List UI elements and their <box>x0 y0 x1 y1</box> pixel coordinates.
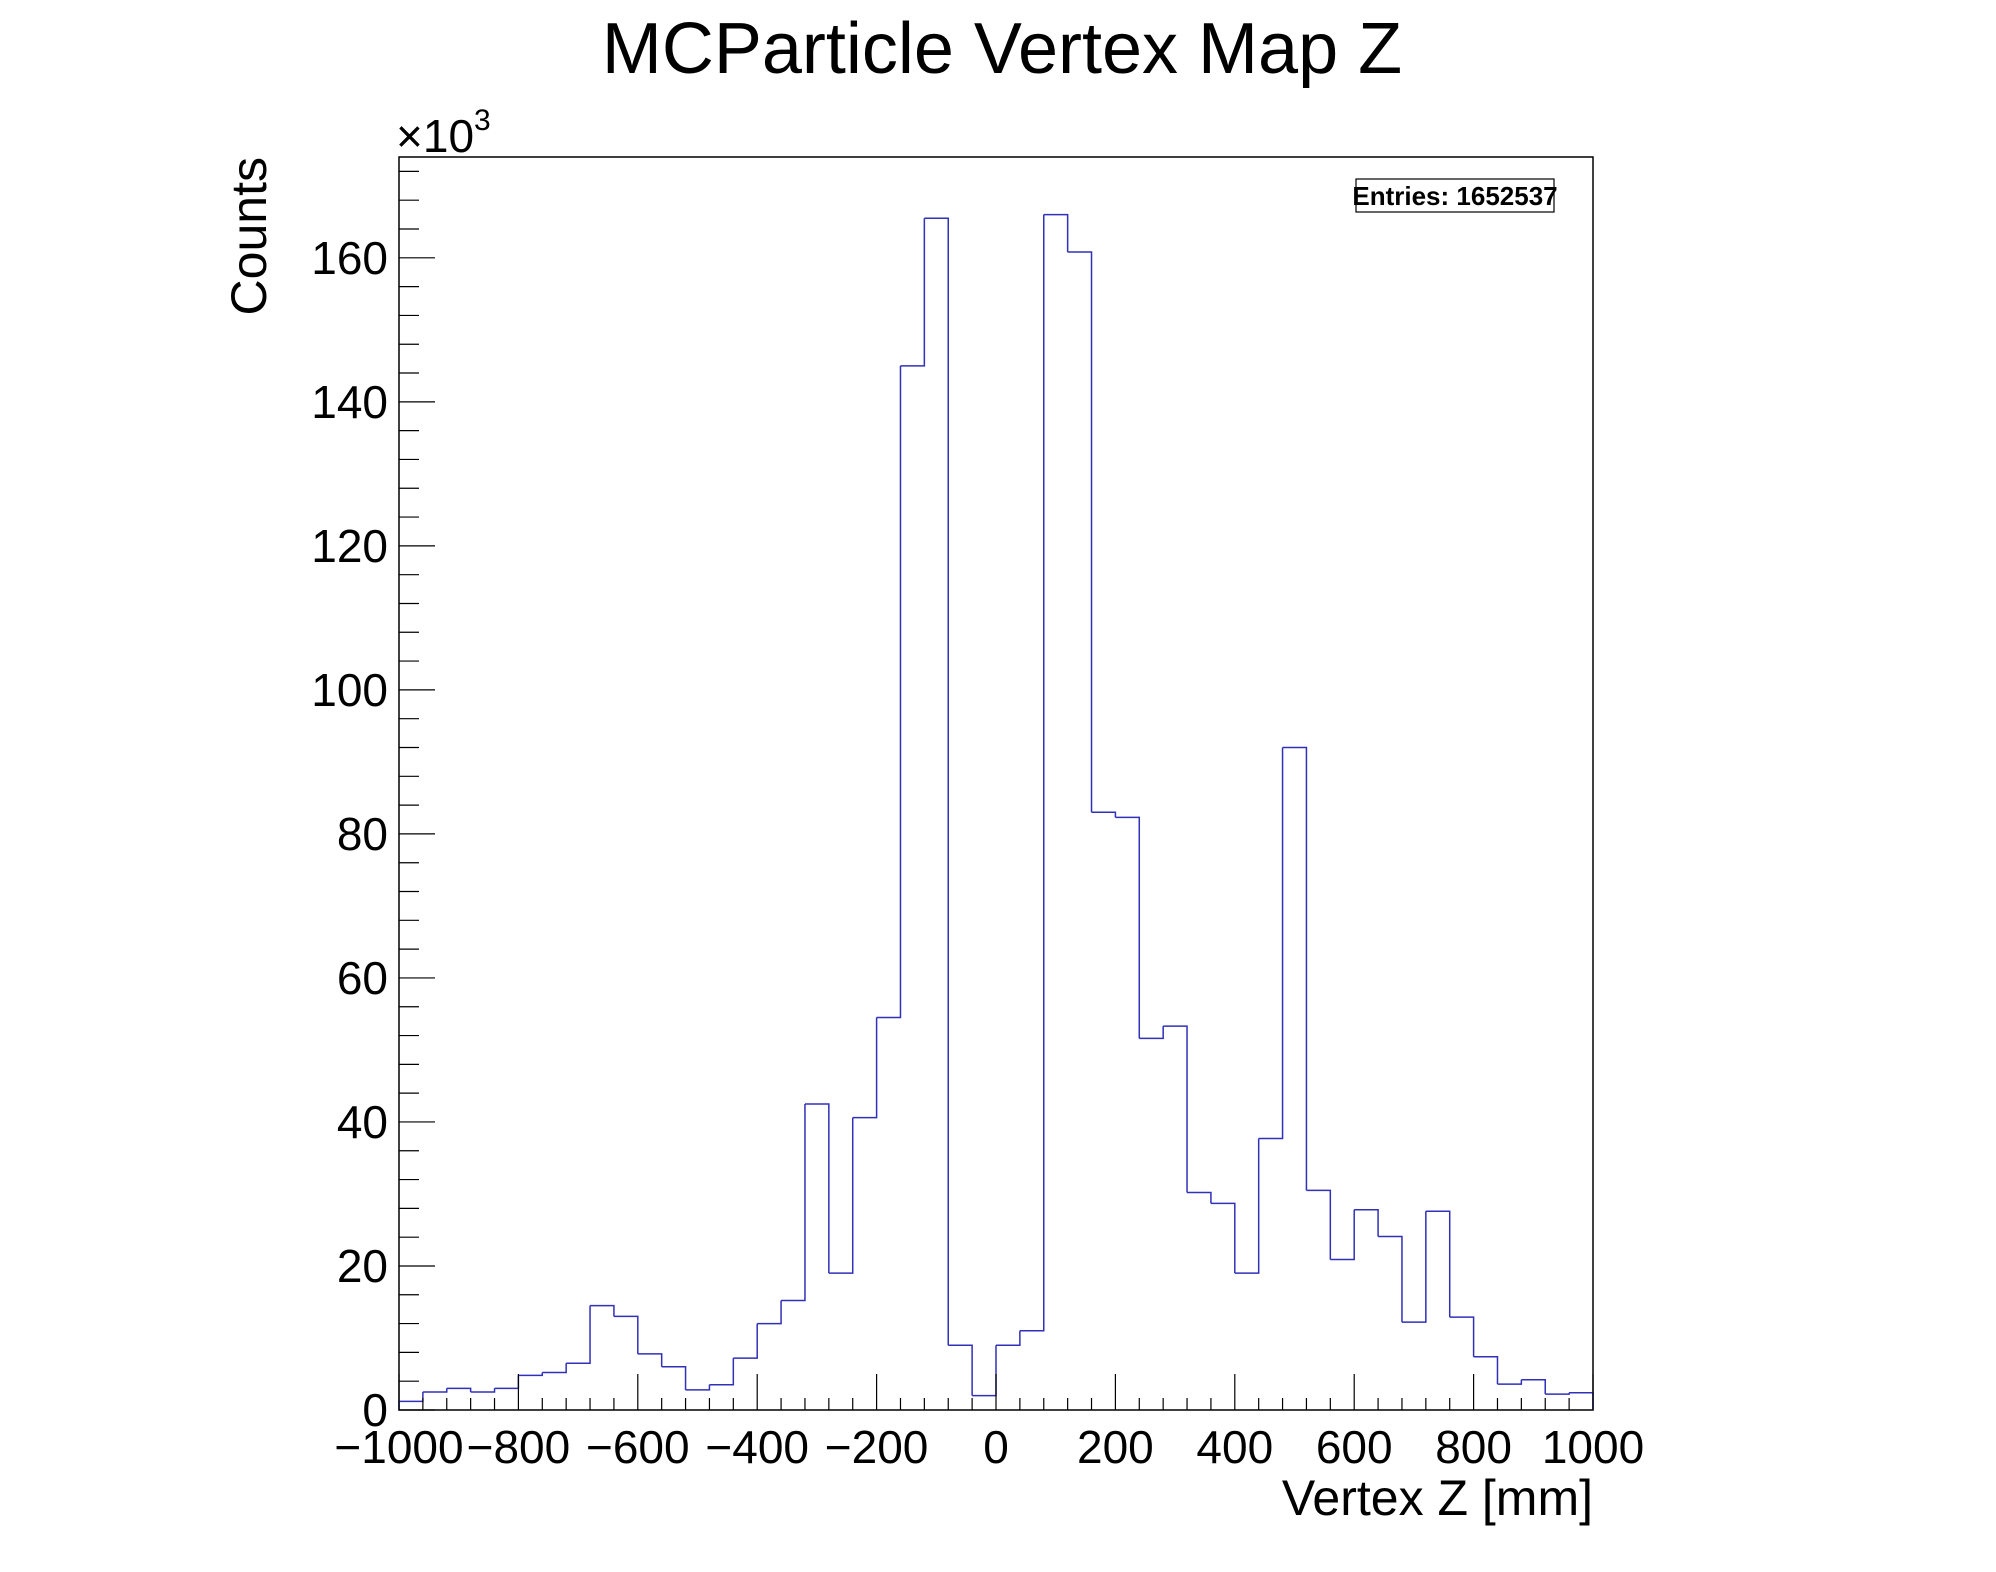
histogram-bin <box>852 1017 878 1119</box>
y-tick-label: 40 <box>337 1096 388 1148</box>
histogram-bin <box>422 1388 448 1393</box>
histogram-bin <box>1163 1025 1188 1193</box>
histogram-bin <box>1378 1235 1403 1323</box>
histogram-bin <box>1449 1316 1475 1357</box>
x-tick-label: −600 <box>586 1421 690 1473</box>
histogram-bin <box>1401 1211 1427 1323</box>
histogram-bin <box>757 1300 782 1325</box>
x-tick-label: 200 <box>1077 1421 1154 1473</box>
y-axis-multiplier: ×103 <box>396 104 491 162</box>
y-tick-label: 140 <box>311 376 388 428</box>
histogram-bin <box>1282 746 1308 1191</box>
histogram-bin <box>1067 251 1093 813</box>
y-tick-label: 0 <box>362 1384 388 1436</box>
histogram-bin <box>566 1305 591 1364</box>
histogram-bin <box>1521 1379 1546 1395</box>
y-tick-label: 60 <box>337 952 388 1004</box>
histogram-bin <box>590 1304 615 1317</box>
y-axis-ticks: 0 20 40 60 80 100 120 140 160 <box>311 170 435 1436</box>
x-tick-label: 0 <box>983 1421 1009 1473</box>
y-tick-label: 20 <box>337 1240 388 1292</box>
histogram-bin <box>1354 1209 1379 1237</box>
histogram-bin <box>828 1117 854 1274</box>
histogram-bin <box>1139 1026 1164 1040</box>
histogram-bin <box>446 1387 472 1392</box>
histogram-bin <box>1210 1202 1236 1274</box>
histogram-bin <box>1545 1392 1570 1395</box>
histogram-bin <box>972 1345 997 1397</box>
histogram-bin <box>542 1363 567 1374</box>
x-tick-label: 800 <box>1435 1421 1512 1473</box>
histogram-bin <box>494 1375 520 1390</box>
plot-frame <box>398 156 1594 1411</box>
histogram-bin <box>661 1366 687 1390</box>
histogram-bin <box>1330 1209 1355 1261</box>
histogram-bin <box>518 1372 544 1377</box>
histogram-bin <box>1091 811 1117 818</box>
x-tick-label: −200 <box>825 1421 929 1473</box>
stats-box: Entries: 1652537 <box>1352 178 1558 213</box>
x-tick-label: 1000 <box>1542 1421 1644 1473</box>
histogram-bin <box>1115 816 1141 1039</box>
y-tick-label: 160 <box>311 232 388 284</box>
x-tick-label: −800 <box>467 1421 571 1473</box>
histogram-bin <box>1473 1355 1499 1385</box>
x-tick-label: 400 <box>1196 1421 1273 1473</box>
histogram-bin <box>1234 1138 1260 1274</box>
x-tick-label: −1000 <box>334 1421 463 1473</box>
histogram-bin <box>1258 747 1284 1140</box>
histogram-bin <box>685 1384 711 1391</box>
histogram-bin <box>733 1323 758 1359</box>
histogram-bin <box>1425 1210 1451 1318</box>
histogram-bars <box>398 213 1594 1410</box>
histogram-bin <box>1497 1379 1523 1385</box>
histogram-bin <box>876 365 902 1019</box>
histogram-bin <box>709 1358 735 1386</box>
histogram-bin <box>1043 213 1069 253</box>
histogram-bin <box>398 1392 424 1410</box>
histogram-bin <box>781 1103 806 1302</box>
y-axis-label: Counts <box>221 157 277 315</box>
y-tick-label: 120 <box>311 520 388 572</box>
histogram-bin <box>924 217 949 1346</box>
stats-entries: Entries: 1652537 <box>1352 181 1557 211</box>
histogram-bin <box>996 1330 1021 1346</box>
x-tick-label: 600 <box>1316 1421 1393 1473</box>
histogram-bin <box>804 1103 830 1274</box>
histogram-bin <box>1306 1189 1332 1260</box>
histogram-bin <box>1187 1191 1212 1204</box>
histogram-bin <box>637 1353 663 1367</box>
histogram-bin <box>900 218 926 367</box>
histogram-bin <box>613 1315 639 1354</box>
histogram-bin <box>1019 214 1045 1332</box>
y-tick-label: 80 <box>337 808 388 860</box>
histogram-bin <box>1569 1391 1594 1410</box>
x-axis-label: Vertex Z [mm] <box>1282 1470 1593 1526</box>
chart-title: MCParticle Vertex Map Z <box>602 9 1402 89</box>
histogram-bin <box>470 1388 496 1393</box>
x-axis-ticks: −1000 −800 −600 −400 −200 0 200 400 600 800 1000 <box>334 1374 1644 1473</box>
y-tick-label: 100 <box>311 664 388 716</box>
x-tick-label: −400 <box>705 1421 809 1473</box>
histogram-bin <box>948 1344 973 1396</box>
